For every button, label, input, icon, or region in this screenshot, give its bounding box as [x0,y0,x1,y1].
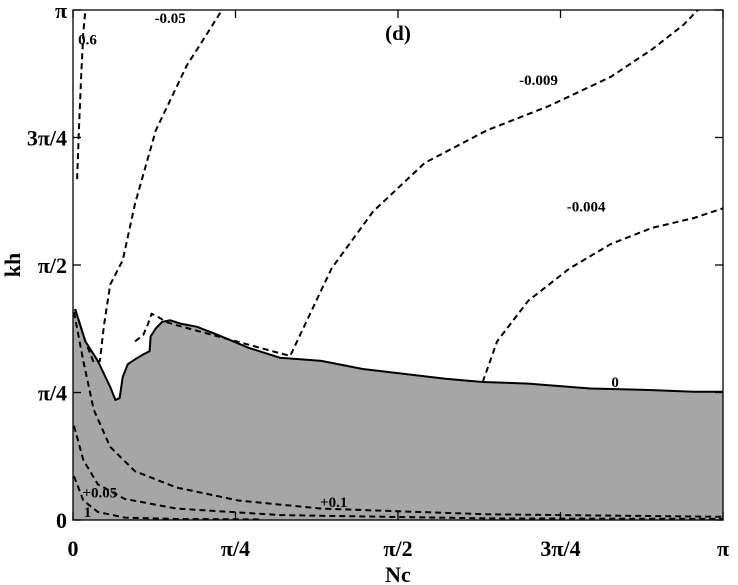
x-tick-label: π/4 [221,536,250,561]
contour-line-06 [76,9,87,180]
contour-label: -0.009 [519,73,558,89]
y-tick-label: 0 [56,508,67,533]
contour-line-005 [74,9,223,364]
contour-label: 0.6 [78,32,97,48]
contour-line-0004 [481,207,724,383]
contour-lines [73,9,724,521]
zero-boundary-line [74,308,723,402]
x-axis-label: Nc [385,562,411,585]
contour-line-01 [73,312,724,518]
contour-label: +0.05 [82,485,117,501]
y-tick-label: 3π/4 [27,125,67,150]
contour-label: -0.004 [567,200,606,216]
contour-line-0009 [134,9,699,358]
y-tick-label: π/2 [38,253,67,278]
x-tick-label: 0 [68,536,79,561]
x-tick-label: π/2 [383,536,412,561]
y-tick-label: π [55,0,67,23]
plot-area [73,308,723,520]
contour-label: -0.05 [155,11,186,27]
x-tick-label: π [717,536,729,561]
y-axis-label: kh [0,253,25,277]
shaded-region [73,308,723,520]
contour-line-005 [73,425,724,520]
contour-label-zero: 0 [611,375,619,391]
contour-line-1 [73,475,260,521]
y-tick-label: π/4 [38,380,67,405]
contour-label: 1 [84,505,92,521]
contour-labels: 0.6 -0.05 -0.009 -0.004 +0.05 +0.1 1 0 [78,11,619,521]
panel-label: (d) [385,21,411,45]
axis-ticks: 0 π/4 π/2 3π/4 π 0 π/4 π/2 3π/4 π [27,0,729,561]
contour-label: +0.1 [320,495,347,511]
x-tick-label: 3π/4 [540,536,580,561]
